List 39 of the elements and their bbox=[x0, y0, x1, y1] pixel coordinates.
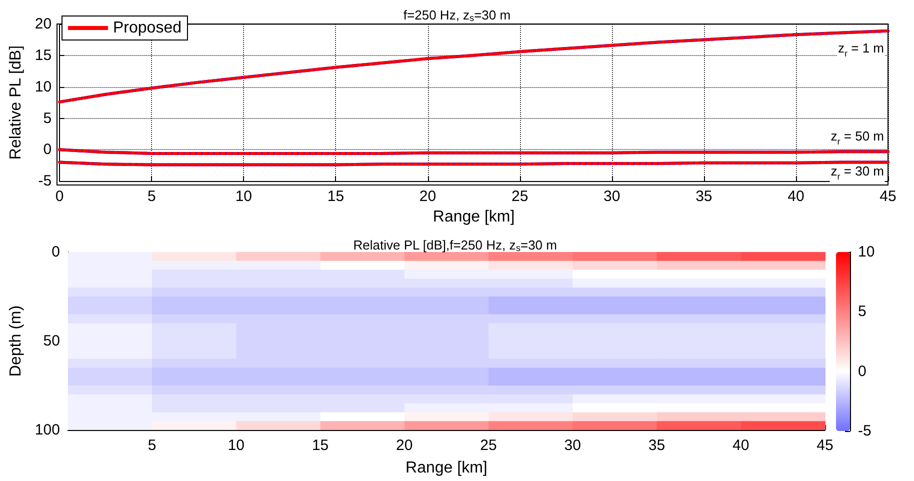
legend-label: Proposed bbox=[113, 20, 182, 36]
x-tick-label: 20 bbox=[396, 437, 413, 454]
x-tick-label: 40 bbox=[788, 188, 804, 206]
annotation: z$_{r}$ = 50 m bbox=[830, 128, 885, 148]
x-tick-label: 45 bbox=[816, 437, 834, 454]
x-tick-label: 10 bbox=[235, 188, 252, 206]
color-bar-label: -5 bbox=[858, 422, 872, 440]
color-bar-label: 5 bbox=[858, 303, 866, 320]
color-bar-label: 0 bbox=[858, 362, 866, 380]
y-tick-label: 50 bbox=[43, 332, 60, 350]
y-axis-title: Depth (m) bbox=[8, 305, 24, 377]
x-tick-label: 5 bbox=[147, 188, 156, 206]
y-tick-label: 0 bbox=[52, 244, 60, 260]
y-tick-label: -5 bbox=[38, 172, 52, 190]
x-tick-label: 20 bbox=[419, 188, 436, 206]
annotation: z$_{r}$ = 30 m bbox=[830, 164, 885, 184]
x-axis-title: Range [km] bbox=[432, 208, 515, 226]
x-axis-title: Range [km] bbox=[406, 460, 488, 476]
y-tick-label: 5 bbox=[43, 110, 52, 127]
x-tick-label: 40 bbox=[732, 437, 750, 454]
x-tick-label: 15 bbox=[312, 437, 329, 454]
y-tick-label: 10 bbox=[34, 78, 52, 96]
y-tick-label: 20 bbox=[34, 16, 52, 32]
x-tick-label: 45 bbox=[880, 188, 896, 206]
y-axis-title: Relative PL [dB] bbox=[8, 45, 24, 160]
x-tick-label: 30 bbox=[564, 437, 581, 454]
x-tick-label: 25 bbox=[480, 437, 497, 454]
x-tick-label: 30 bbox=[604, 188, 620, 206]
x-tick-label: 10 bbox=[228, 437, 245, 454]
x-tick-label: 15 bbox=[327, 188, 344, 206]
x-tick-label: 35 bbox=[696, 188, 712, 206]
y-tick-label: 100 bbox=[34, 422, 60, 438]
annotation: z$_{r}$ = 1 m bbox=[837, 40, 885, 60]
y-tick-label: 15 bbox=[34, 46, 52, 64]
x-tick-label: 25 bbox=[511, 188, 528, 206]
color-bar-label: 10 bbox=[858, 244, 875, 260]
x-tick-label: 5 bbox=[148, 437, 156, 454]
x-tick-label: 35 bbox=[648, 437, 666, 454]
y-tick-label: 0 bbox=[43, 141, 52, 158]
